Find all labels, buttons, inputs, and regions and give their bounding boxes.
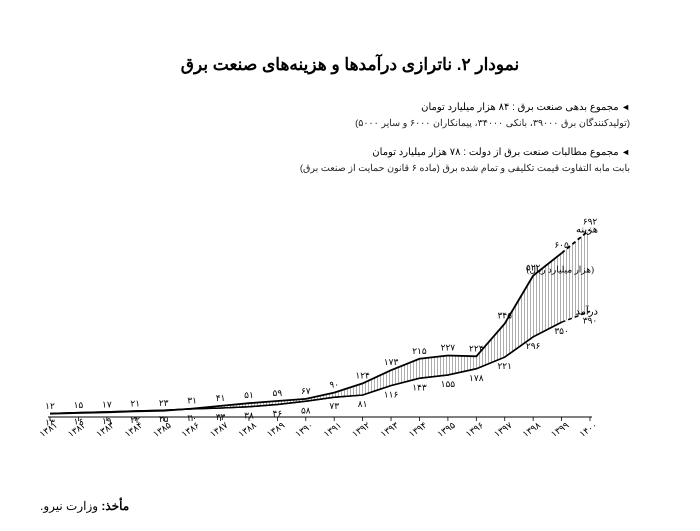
income-value-label: ۳۰ bbox=[187, 413, 197, 423]
x-tick-label: ۱۳۹۶ bbox=[464, 420, 486, 439]
cost-value-label: ۱۲۴ bbox=[355, 371, 370, 381]
cost-value-label: ۱۵ bbox=[74, 400, 84, 410]
cost-value-label: ۲۳ bbox=[159, 398, 169, 408]
legend: مجموع بدهی صنعت برق : ۸۴ هزار میلیارد تو… bbox=[40, 100, 660, 176]
income-value-label: ۱۷۸ bbox=[469, 373, 484, 383]
x-tick-label: ۱۳۸۹ bbox=[265, 420, 287, 439]
cost-value-label: ۲۲۷ bbox=[441, 343, 456, 353]
income-value-label: ۳۵۰ bbox=[554, 327, 569, 337]
x-tick-label: ۱۳۹۵ bbox=[435, 420, 457, 439]
income-value-label: ۱۹ bbox=[102, 416, 112, 426]
legend-claim-main: مجموع مطالبات صنعت برق از دولت : ۷۸ هزار… bbox=[40, 145, 630, 161]
income-value-label: ۱۴۳ bbox=[412, 383, 427, 393]
income-value-label: ۱۱۶ bbox=[384, 390, 399, 400]
cost-value-label: ۲۲۴ bbox=[469, 344, 484, 354]
x-tick-label: ۱۳۸۷ bbox=[208, 420, 230, 439]
cost-value-label: ۲۱ bbox=[130, 399, 140, 409]
cost-value-label: ۴۱ bbox=[216, 393, 226, 403]
x-tick-label: ۱۳۹۳ bbox=[379, 420, 401, 439]
x-tick-label: ۱۳۹۲ bbox=[350, 420, 372, 439]
cost-series-label: هزینه bbox=[576, 225, 598, 236]
cost-value-label: ۳۱ bbox=[187, 396, 197, 406]
chart-title: نمودار ۲. ناترازی درآمدها و هزینه‌های صن… bbox=[40, 55, 660, 75]
cost-value-label: ۶۷ bbox=[301, 386, 311, 396]
income-value-label: ۷۳ bbox=[329, 402, 339, 412]
cost-value-label: ۵۱ bbox=[244, 391, 254, 401]
x-tick-label: ۱۳۹۹ bbox=[549, 420, 571, 439]
income-value-label: ۳۸ bbox=[244, 411, 254, 421]
x-tick-label: ۱۳۹۴ bbox=[407, 420, 429, 439]
legend-claim-sub: بابت مابه التفاوت قیمت تکلیفی و تمام شده… bbox=[40, 161, 630, 176]
income-value-label: ۱۶ bbox=[74, 417, 84, 427]
x-tick-label: ۱۳۸۸ bbox=[236, 420, 258, 439]
legend-debt-sub: (تولیدکنندگان برق ۳۹۰۰۰، بانکی ۳۴۰۰۰، پی… bbox=[40, 116, 630, 131]
income-series-label: درآمد bbox=[575, 305, 598, 318]
income-value-label: ۲۲ bbox=[130, 415, 140, 425]
income-value-label: ۱۵۵ bbox=[441, 379, 456, 389]
chart-area: ۱۳۸۱۱۳۸۲۱۳۸۳۱۳۸۴۱۳۸۵۱۳۸۶۱۳۸۷۱۳۸۸۱۳۸۹۱۳۹۰… bbox=[40, 190, 660, 445]
income-value-label: ۲۲۱ bbox=[497, 362, 512, 372]
income-value-label: ۵۸ bbox=[301, 406, 311, 416]
income-value-label: ۲۵ bbox=[159, 415, 169, 425]
income-value-label: ۱۳ bbox=[45, 418, 55, 428]
chart-svg: ۱۳۸۱۱۳۸۲۱۳۸۳۱۳۸۴۱۳۸۵۱۳۸۶۱۳۸۷۱۳۸۸۱۳۸۹۱۳۹۰… bbox=[40, 190, 660, 445]
income-value-label: ۲۹۶ bbox=[526, 341, 541, 351]
x-tick-label: ۱۴۰۰ bbox=[577, 420, 599, 439]
cost-value-label: ۵۹ bbox=[273, 388, 283, 398]
cost-value-label: ۶۰۵ bbox=[554, 241, 569, 251]
cost-value-label: ۱۲ bbox=[45, 401, 55, 411]
unit-label: (هزار میلیارد ریال) bbox=[526, 265, 594, 276]
x-tick-label: ۱۳۹۱ bbox=[322, 420, 344, 439]
cost-value-label: ۱۷۳ bbox=[384, 358, 399, 368]
income-value-label: ۳۳ bbox=[216, 412, 226, 422]
source-label: مأخذ: bbox=[101, 499, 129, 513]
cost-value-label: ۲۱۵ bbox=[412, 346, 427, 356]
cost-value-label: ۹۰ bbox=[329, 380, 339, 390]
source-value: وزارت نیرو. bbox=[40, 499, 98, 513]
x-tick-label: ۱۳۹۸ bbox=[521, 420, 543, 439]
x-tick-label: ۱۳۹۰ bbox=[293, 420, 315, 439]
income-value-label: ۴۶ bbox=[273, 409, 283, 419]
source: مأخذ: وزارت نیرو. bbox=[40, 499, 129, 513]
legend-debt-main: مجموع بدهی صنعت برق : ۸۴ هزار میلیارد تو… bbox=[40, 100, 630, 116]
cost-value-label: ۱۷ bbox=[102, 400, 112, 410]
income-value-label: ۸۱ bbox=[358, 399, 368, 409]
gap-area bbox=[50, 230, 590, 414]
x-tick-label: ۱۳۹۷ bbox=[492, 420, 514, 439]
cost-value-label: ۳۴۵ bbox=[497, 311, 512, 321]
